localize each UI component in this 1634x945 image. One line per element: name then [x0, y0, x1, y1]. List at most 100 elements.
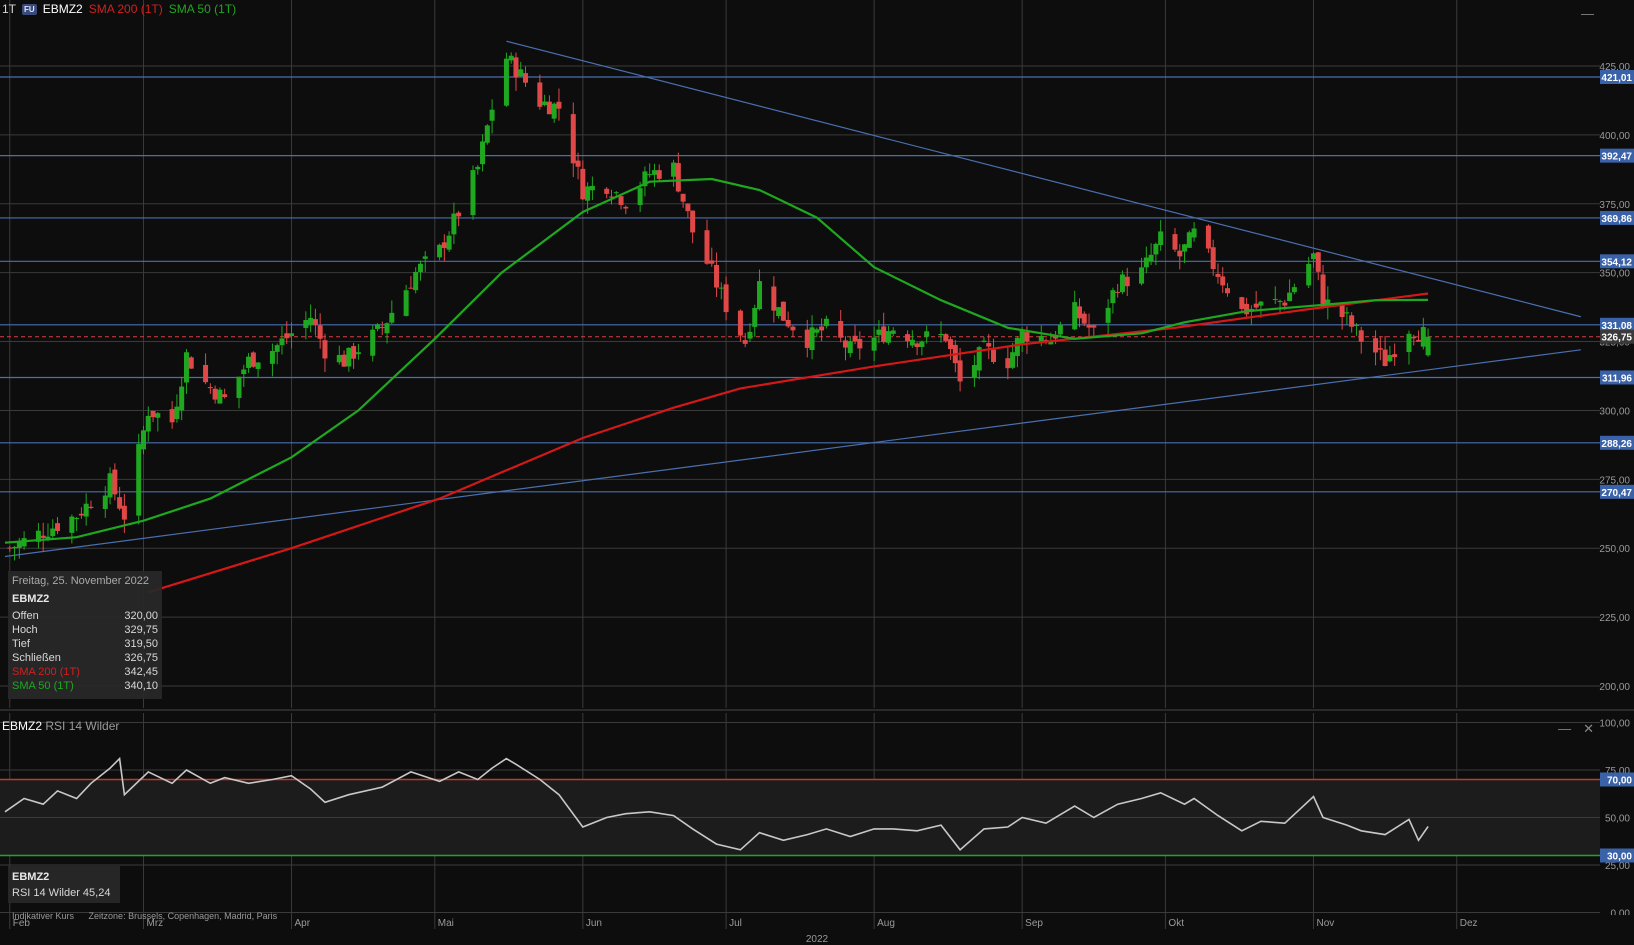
candle-body [523, 73, 529, 83]
candle [618, 194, 624, 210]
candle [136, 433, 142, 525]
rsi-tick-label: 100,00 [1599, 719, 1630, 730]
candle [938, 321, 944, 343]
candle [757, 269, 763, 311]
candle [45, 523, 51, 542]
candle-body [757, 281, 763, 310]
candle [308, 304, 314, 333]
sma200-legend[interactable]: SMA 200 (1T) [88, 2, 163, 16]
candle [475, 165, 481, 175]
candle-body [169, 409, 175, 423]
candle [723, 276, 729, 321]
candle-body [546, 101, 552, 115]
candle-body [341, 354, 347, 367]
candle [513, 52, 519, 91]
symbol-label[interactable]: EBMZ2 [42, 2, 83, 16]
rsi-symbol[interactable]: EBMZ2 [2, 719, 43, 733]
rsi-level-label-bg [1600, 772, 1634, 787]
candle [780, 301, 786, 322]
candle-body [604, 188, 610, 194]
candle-body [785, 319, 791, 327]
candle-body [121, 505, 127, 520]
rsi-panel-plot [0, 722, 1600, 913]
candle [322, 333, 328, 373]
candle [924, 325, 930, 344]
candle-body [1382, 349, 1388, 367]
level-label: 288,26 [1601, 439, 1632, 450]
rsi-controls: — ✕ [1558, 721, 1594, 737]
price-tick-label: 200,00 [1599, 682, 1630, 693]
candle [246, 352, 252, 373]
candle-body [842, 340, 848, 348]
level-label: 311,96 [1602, 373, 1632, 384]
candle [1191, 221, 1197, 242]
level-label: 270,47 [1601, 488, 1632, 499]
candle [1186, 230, 1192, 249]
candle [1076, 298, 1082, 328]
candle [981, 336, 987, 343]
candle-body [914, 343, 920, 348]
candle-body [518, 69, 524, 77]
candle-body [274, 345, 280, 352]
candle-body [241, 369, 247, 375]
interval-label[interactable]: 1T [2, 2, 17, 16]
candle-body [503, 58, 509, 106]
level-label: 331,08 [1601, 321, 1632, 332]
candle [876, 320, 882, 344]
sma50-legend[interactable]: SMA 50 (1T) [168, 2, 237, 16]
candle [1272, 286, 1278, 305]
candle-body [389, 312, 395, 323]
price-tick-label: 225,00 [1599, 613, 1630, 624]
info-row-high: Hoch 329,75 [12, 624, 158, 636]
rsi-minimize-icon[interactable]: — [1558, 721, 1572, 736]
candle-body [924, 331, 930, 337]
candle [1057, 321, 1063, 337]
candle [842, 336, 848, 361]
trendline [506, 40, 1582, 318]
candle [150, 410, 156, 423]
candle [651, 163, 657, 187]
candle [140, 425, 146, 455]
last-price-label-bg [1600, 329, 1634, 344]
candle [236, 376, 242, 409]
candle [1344, 307, 1350, 325]
candle-body [575, 160, 581, 167]
candle [489, 99, 495, 134]
candle [914, 342, 920, 356]
candle-body [1172, 234, 1178, 250]
candle-body [1115, 291, 1121, 293]
candle [1392, 343, 1398, 366]
candle [1172, 227, 1178, 253]
candle-body [308, 317, 314, 325]
rsi-name[interactable]: RSI 14 Wilder [45, 719, 120, 733]
candle-body [537, 82, 543, 107]
candle-body [1420, 327, 1426, 347]
candle [1119, 270, 1125, 295]
candle [537, 74, 543, 110]
candle-body [714, 264, 720, 288]
time-axis-bg [0, 915, 1634, 945]
candle-body [642, 171, 648, 187]
candle-body [905, 334, 911, 342]
candle [503, 52, 509, 107]
candle [623, 205, 629, 215]
rsi-close-icon[interactable]: ✕ [1583, 721, 1594, 736]
candle-body [88, 506, 94, 509]
candle-body [671, 162, 677, 177]
candle-body [480, 141, 486, 165]
candle-body [1105, 307, 1111, 323]
minimize-icon[interactable]: — [1581, 6, 1594, 21]
candle-body [236, 376, 242, 398]
candle-body [1320, 274, 1326, 308]
candle [274, 343, 280, 365]
indicative-note: Indikativer Kurs [12, 911, 75, 921]
candle-body [1373, 338, 1379, 353]
candle-body [246, 356, 252, 368]
level-label: 354,12 [1601, 257, 1632, 268]
sma50-line [4, 177, 1429, 544]
candle-body [508, 55, 514, 61]
candle [852, 325, 858, 345]
rsi-level-label: 70,00 [1607, 776, 1632, 787]
candle-body [790, 326, 796, 331]
